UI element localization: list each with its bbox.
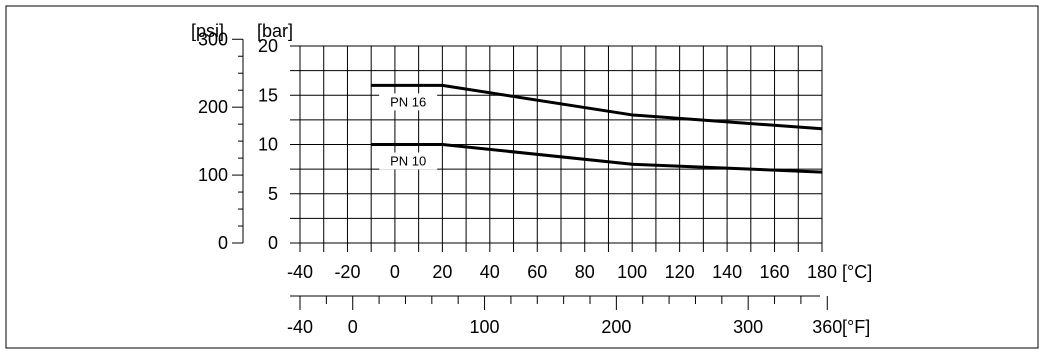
fahrenheit-tick-label: -40 xyxy=(287,317,313,337)
celsius-tick-label: 160 xyxy=(760,262,790,282)
celsius-tick-label: 100 xyxy=(617,262,647,282)
series-label-pn16: PN 16 xyxy=(390,94,426,109)
fahrenheit-unit-label: [°F] xyxy=(842,317,870,337)
series-line-pn16 xyxy=(371,83,823,131)
series-label-pn10: PN 10 xyxy=(390,154,426,169)
psi-tick-label: 300 xyxy=(198,29,228,49)
fahrenheit-tick-label: 100 xyxy=(470,317,500,337)
figure-border xyxy=(5,5,1039,349)
series-label-background xyxy=(379,152,438,170)
celsius-unit-label: [°C] xyxy=(842,262,872,282)
celsius-tick-label: 60 xyxy=(527,262,547,282)
celsius-tick-label: -20 xyxy=(334,262,360,282)
psi-tick-label: 100 xyxy=(198,165,228,185)
psi-tick-label: 0 xyxy=(218,233,228,253)
bar-tick-label: 5 xyxy=(268,184,278,204)
bar-tick-label: 10 xyxy=(258,135,278,155)
chart-grid xyxy=(299,45,823,244)
series-line-pn10 xyxy=(371,143,823,174)
fahrenheit-tick-label: 0 xyxy=(348,317,358,337)
bar-unit-label: [bar] xyxy=(257,21,293,41)
celsius-tick-label: -40 xyxy=(287,262,313,282)
bar-tick-label: 20 xyxy=(258,36,278,56)
bar-tick-label: 15 xyxy=(258,85,278,105)
fahrenheit-tick-label: 200 xyxy=(601,317,631,337)
psi-unit-label: [psi] xyxy=(191,21,224,41)
psi-tick-label: 200 xyxy=(198,97,228,117)
chart-series xyxy=(371,83,823,174)
celsius-tick-label: 0 xyxy=(390,262,400,282)
celsius-tick-label: 80 xyxy=(575,262,595,282)
celsius-tick-label: 20 xyxy=(432,262,452,282)
celsius-tick-label: 140 xyxy=(712,262,742,282)
fahrenheit-tick-label: 300 xyxy=(733,317,763,337)
celsius-tick-label: 120 xyxy=(665,262,695,282)
celsius-tick-label: 40 xyxy=(480,262,500,282)
fahrenheit-tick-label: 360 xyxy=(812,317,842,337)
chart-axes xyxy=(232,38,828,310)
celsius-tick-label: 180 xyxy=(807,262,837,282)
bar-tick-label: 0 xyxy=(268,233,278,253)
series-label-background xyxy=(379,93,438,111)
